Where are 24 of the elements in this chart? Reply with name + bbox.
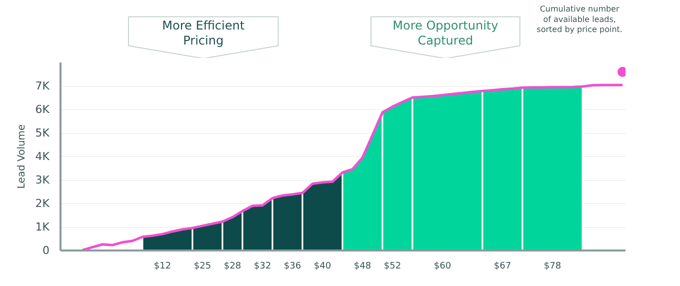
y-tick-label: 7K: [35, 80, 50, 92]
x-tick-label: $60: [434, 262, 452, 272]
x-tick-label: $32: [254, 262, 272, 272]
x-tick-label: $52: [384, 262, 402, 272]
y-axis-title: Lead Volume: [16, 124, 28, 189]
y-tick-label: 1K: [35, 220, 50, 234]
x-tick-label: $25: [194, 262, 212, 272]
text: More Opportunity Captured: [392, 18, 498, 48]
y-tick-label: 6K: [35, 103, 50, 116]
line-series: [81, 84, 624, 250]
text: More Efficient Pricing: [162, 18, 245, 48]
x-tick-label: $12: [154, 262, 172, 272]
y-tick-label: 0: [42, 244, 50, 257]
y-tick-label: 2K: [35, 197, 50, 210]
y-tick-label: 5K: [35, 126, 50, 140]
x-tick-label: $40: [314, 262, 332, 272]
y-tick-label: 4K: [35, 150, 50, 163]
x-tick-label: $78: [544, 262, 562, 272]
x-tick-label: $28: [224, 262, 242, 272]
text: Cumulative number of available leads, sorted by price point.: [536, 4, 622, 34]
x-tick-label: $67: [494, 262, 512, 272]
y-tick-label: 3K: [35, 174, 50, 186]
x-tick-label: $48: [354, 262, 372, 272]
x-tick-label: $36: [284, 262, 302, 272]
